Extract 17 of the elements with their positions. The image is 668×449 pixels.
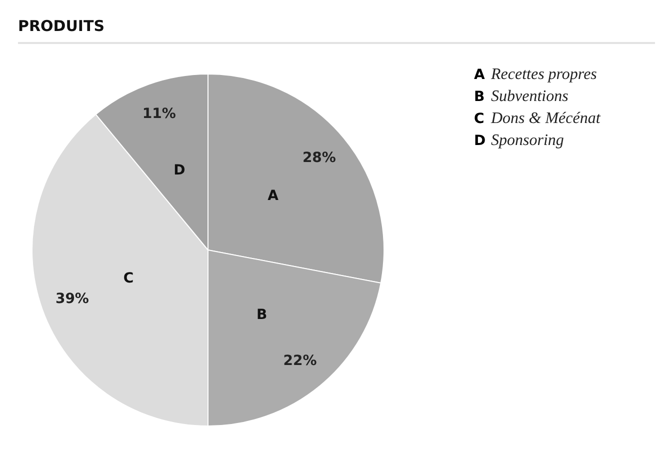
- data-label: 11%: [142, 106, 176, 122]
- slice-label: B: [256, 307, 268, 324]
- slice-label: A: [268, 188, 279, 204]
- slice-label: A: [474, 67, 486, 83]
- text: Sponsoring: [491, 132, 564, 150]
- data-label: 39%: [55, 290, 89, 307]
- category-label: C: [474, 111, 484, 127]
- data-label: 22%: [283, 353, 317, 370]
- data-label: 28%: [302, 150, 336, 166]
- category-label: D: [474, 133, 486, 149]
- text: Dons & Mécénat: [491, 110, 600, 128]
- slice-label: C: [123, 270, 134, 287]
- chart-title: PRODUITS: [18, 17, 105, 35]
- category-label: B: [474, 89, 485, 105]
- text: Recettes propres: [491, 66, 597, 84]
- text: Subventions: [491, 88, 568, 106]
- slice-label: D: [174, 162, 186, 179]
